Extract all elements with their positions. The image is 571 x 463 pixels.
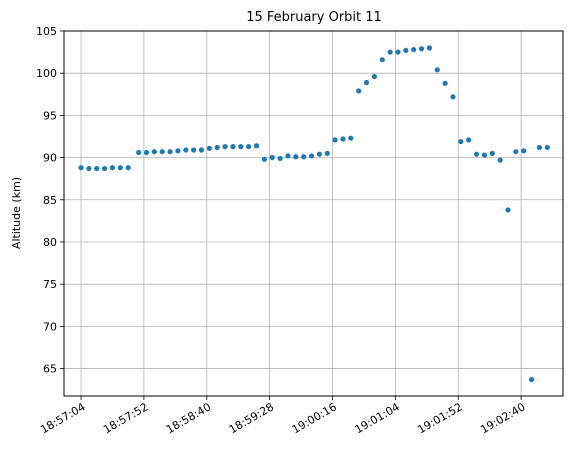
data-point	[214, 144, 220, 151]
y-tick-label: 80	[43, 236, 57, 249]
data-point	[544, 144, 550, 151]
data-point	[308, 153, 315, 159]
data-point	[450, 94, 456, 100]
data-point	[277, 155, 283, 162]
data-point	[473, 151, 480, 157]
data-point	[246, 144, 252, 150]
data-point	[136, 149, 142, 156]
data-point	[363, 79, 370, 86]
data-point	[387, 49, 393, 55]
data-point	[505, 207, 511, 213]
data-point	[102, 165, 108, 172]
data-point	[458, 138, 464, 145]
data-point	[528, 376, 535, 383]
data-point	[222, 144, 228, 150]
data-point	[159, 149, 165, 155]
data-point	[521, 148, 527, 154]
data-point	[125, 165, 131, 171]
data-point	[269, 154, 275, 161]
data-point	[293, 154, 299, 160]
data-point	[395, 49, 401, 55]
data-point	[340, 136, 346, 142]
data-point	[324, 150, 330, 156]
y-tick-label: 85	[43, 194, 57, 207]
data-point	[109, 165, 116, 171]
y-tick-label: 75	[43, 278, 57, 291]
data-point	[489, 150, 495, 156]
data-point	[481, 152, 488, 158]
data-point	[442, 80, 448, 86]
chart-title: 15 February Orbit 11	[246, 10, 382, 25]
data-point	[513, 149, 519, 155]
y-tick-label: 100	[36, 67, 57, 80]
data-point	[261, 156, 267, 162]
data-point	[175, 148, 181, 154]
data-point	[206, 145, 212, 151]
data-point	[316, 151, 322, 157]
plot-frame	[63, 30, 564, 397]
data-points	[78, 45, 550, 383]
y-tick-label: 95	[43, 109, 57, 122]
data-point	[86, 165, 92, 172]
data-point	[411, 46, 417, 53]
data-point	[301, 154, 307, 160]
data-point	[332, 137, 338, 143]
data-point	[466, 137, 472, 143]
y-tick-label: 70	[43, 320, 57, 333]
data-point	[167, 149, 173, 155]
data-point	[285, 153, 291, 159]
data-point	[426, 45, 433, 51]
data-point	[191, 147, 197, 153]
y-tick-label: 90	[43, 152, 57, 165]
data-point	[117, 165, 123, 171]
y-tick-label: 105	[36, 25, 57, 38]
data-point	[371, 73, 378, 80]
data-point	[198, 147, 205, 153]
data-point	[497, 157, 503, 163]
data-point	[183, 147, 189, 153]
data-point	[418, 46, 425, 52]
data-point	[253, 143, 260, 149]
data-point	[536, 144, 543, 151]
data-point	[78, 165, 84, 171]
data-point	[94, 165, 100, 172]
data-point	[356, 88, 362, 94]
y-tick-label: 65	[43, 363, 57, 376]
data-point	[403, 47, 409, 54]
data-point	[238, 144, 244, 150]
data-point	[434, 67, 440, 73]
data-point	[151, 149, 157, 155]
data-point	[379, 57, 385, 63]
y-axis-label: Altitude (km)	[10, 177, 23, 249]
data-point	[348, 135, 354, 141]
data-point	[230, 144, 236, 150]
data-point	[143, 149, 150, 156]
